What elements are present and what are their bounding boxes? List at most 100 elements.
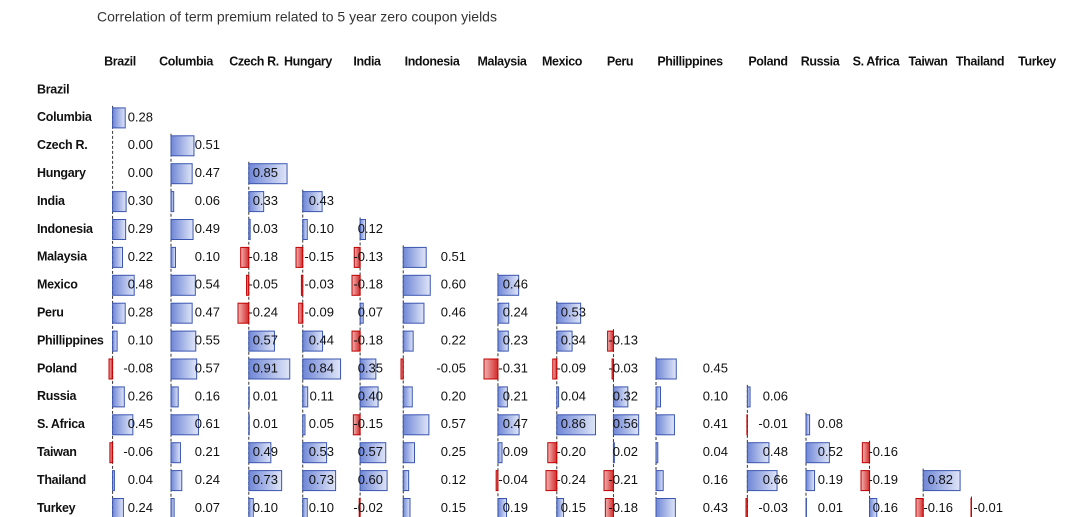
cell-value: 0.16 — [703, 472, 728, 487]
cell-value: 0.33 — [253, 193, 278, 208]
cell-value: 0.48 — [763, 444, 788, 459]
cell-value: 0.56 — [613, 416, 638, 431]
cell-value: -0.04 — [498, 472, 528, 487]
cell-value: 0.66 — [763, 472, 788, 487]
row-label: Russia — [37, 389, 78, 403]
data-bar — [547, 442, 558, 464]
cell-value: 0.10 — [309, 500, 334, 515]
cell-value: 0.03 — [253, 221, 278, 236]
data-bar — [611, 358, 614, 380]
cell-value: 0.53 — [309, 444, 334, 459]
cell-value: 0.46 — [503, 277, 528, 292]
cell-value: -0.15 — [353, 416, 383, 431]
row-label: India — [37, 194, 66, 208]
cell-value: 0.12 — [441, 472, 466, 487]
row-label: Thailand — [37, 473, 86, 487]
data-bar — [402, 470, 410, 492]
row-label: Brazil — [37, 82, 69, 96]
row-label: Peru — [37, 305, 64, 319]
cell-value: 0.47 — [503, 416, 528, 431]
cell-value: 0.24 — [128, 500, 153, 515]
column-header: Phillippines — [657, 54, 723, 68]
column-header: Mexico — [542, 54, 583, 68]
data-bar — [612, 386, 629, 408]
data-bar — [552, 358, 558, 380]
cell-value: 0.09 — [503, 444, 528, 459]
cell-value: 0.01 — [253, 416, 278, 431]
data-bar — [302, 330, 324, 352]
cell-value: -0.31 — [498, 360, 528, 375]
cell-value: -0.16 — [923, 500, 953, 515]
data-bar — [248, 219, 251, 240]
data-bar — [483, 358, 499, 380]
data-bar — [746, 442, 770, 464]
cell-value: -0.20 — [556, 444, 586, 459]
cell-value: 0.05 — [309, 416, 334, 431]
cell-value: -0.09 — [556, 360, 586, 375]
data-bar — [351, 330, 361, 352]
data-bar — [359, 442, 387, 464]
data-bar — [402, 414, 430, 436]
data-bar — [248, 330, 275, 352]
cell-value: 0.61 — [195, 416, 220, 431]
data-bar — [112, 330, 118, 352]
data-bar — [860, 470, 871, 492]
data-bar — [497, 274, 520, 296]
data-bar — [556, 414, 596, 436]
cell-value: 0.41 — [703, 416, 728, 431]
data-bar — [402, 498, 411, 517]
data-bar — [170, 442, 181, 464]
column-header: Malaysia — [478, 54, 528, 68]
cell-value: 0.04 — [561, 388, 586, 403]
data-bar — [248, 191, 265, 213]
cell-value: 0.16 — [195, 388, 220, 403]
data-bar — [805, 470, 816, 492]
cell-value: 0.30 — [128, 193, 153, 208]
cell-value: 0.16 — [873, 500, 898, 515]
data-bar — [655, 414, 675, 436]
data-bar — [497, 442, 503, 464]
data-bar — [612, 414, 640, 436]
cell-value: -0.05 — [436, 360, 466, 375]
data-bar — [607, 330, 614, 352]
cell-value: 0.47 — [195, 305, 220, 320]
data-bar — [246, 274, 250, 296]
cell-value: 0.21 — [195, 444, 220, 459]
cell-value: 0.10 — [309, 221, 334, 236]
cell-value: 0.60 — [441, 277, 466, 292]
cell-value: 0.73 — [309, 472, 334, 487]
data-bar — [745, 498, 748, 517]
cell-value: 0.86 — [561, 416, 586, 431]
data-bar — [248, 498, 254, 517]
data-bar — [302, 386, 309, 408]
data-bar — [302, 470, 337, 492]
cell-value: 0.45 — [128, 416, 153, 431]
cell-value: 0.01 — [818, 500, 843, 515]
row-label: Hungary — [37, 166, 86, 180]
column-header: Indonesia — [405, 54, 461, 68]
data-bar — [556, 386, 560, 408]
cell-value: -0.02 — [353, 500, 383, 515]
cell-value: 0.54 — [195, 277, 220, 292]
data-bar — [655, 498, 676, 517]
cell-value: 0.10 — [128, 333, 153, 348]
data-bar — [746, 470, 778, 492]
data-bar — [109, 442, 114, 464]
data-bar — [302, 219, 308, 240]
data-bar — [497, 330, 509, 352]
data-bar — [170, 135, 195, 157]
data-bar — [112, 246, 123, 268]
cell-value: -0.01 — [758, 416, 788, 431]
row-label: Mexico — [37, 278, 78, 292]
data-bar — [497, 414, 520, 436]
data-bar — [248, 358, 291, 380]
cell-value: 0.51 — [441, 249, 466, 264]
cell-value: 0.28 — [128, 109, 153, 124]
data-bar — [302, 442, 328, 464]
cell-value: 0.20 — [441, 388, 466, 403]
data-bar — [359, 358, 377, 380]
data-bar — [112, 386, 125, 408]
data-bar — [746, 386, 751, 408]
column-header: Hungary — [284, 54, 332, 68]
data-bar — [302, 358, 342, 380]
